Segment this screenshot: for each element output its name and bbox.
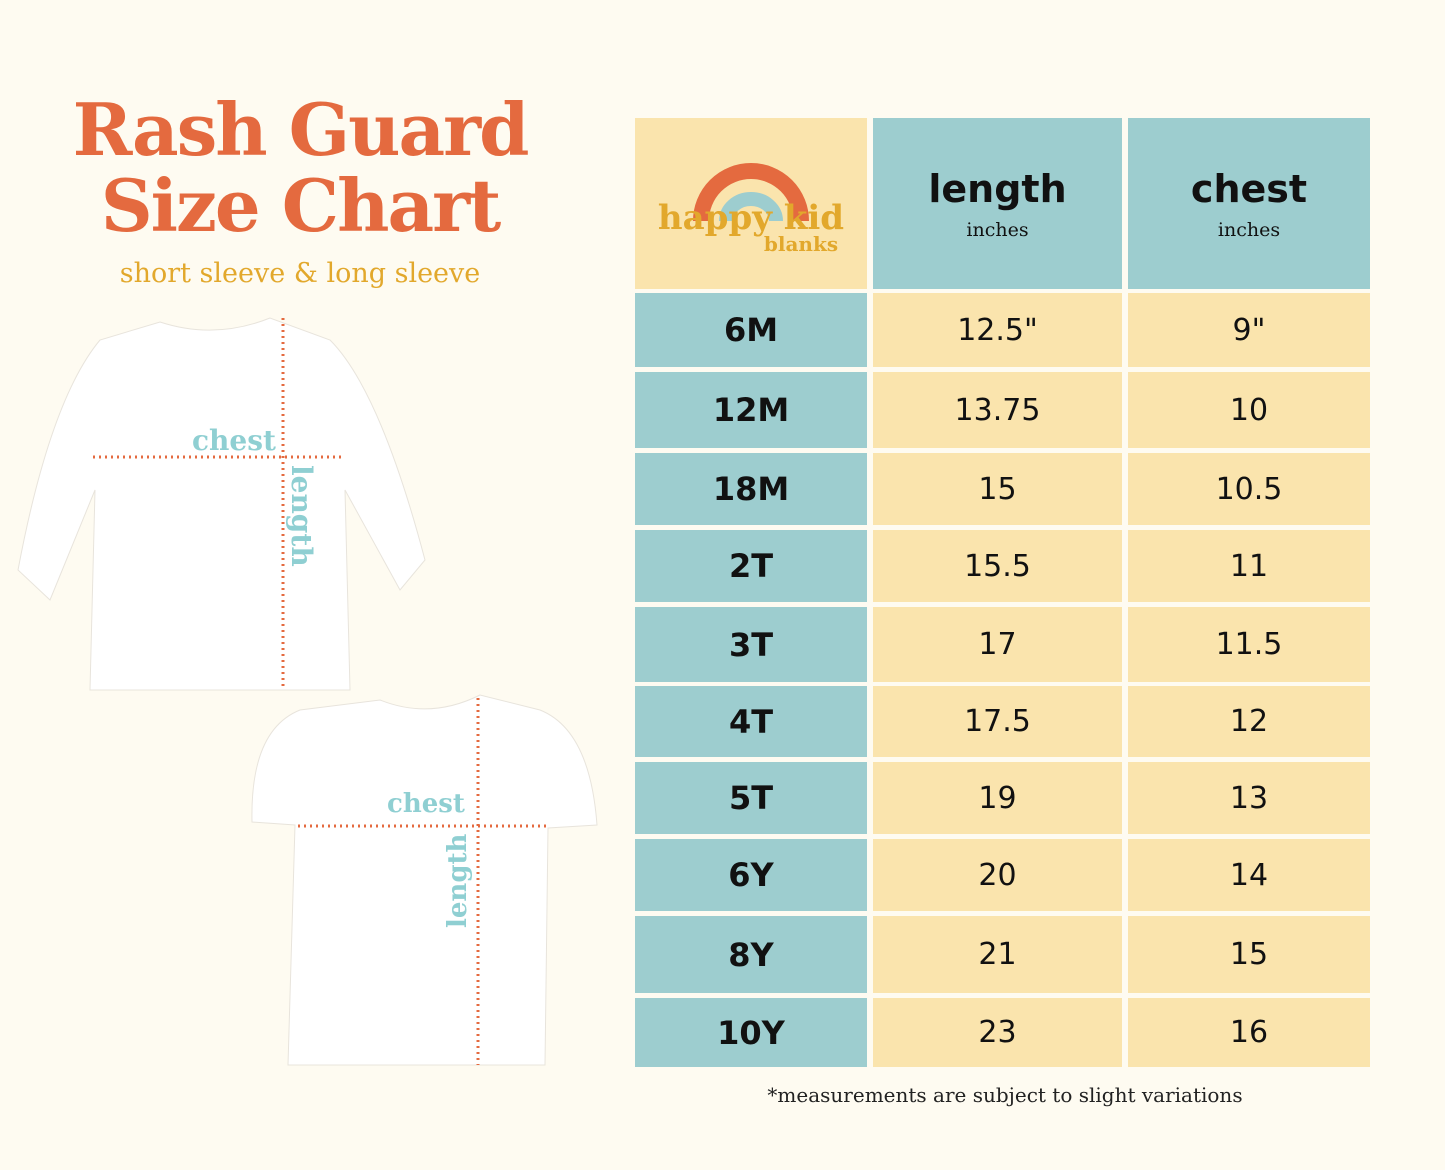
row-chest-cell: 12 (1128, 686, 1370, 757)
row-length-cell: 23 (873, 998, 1122, 1067)
row-size-cell: 2T (635, 530, 867, 602)
header-length: length inches (873, 118, 1122, 289)
header-length-label: length (928, 166, 1067, 211)
row-size-cell: 8Y (635, 916, 867, 993)
header-chest-label: chest (1190, 166, 1308, 211)
chest-label: chest (192, 424, 276, 457)
header-length-unit: inches (966, 218, 1029, 241)
row-length-cell: 15 (873, 453, 1122, 525)
title-line-2: Size Chart (100, 163, 502, 248)
row-chest-cell: 13 (1128, 762, 1370, 834)
row-size-cell: 6M (635, 293, 867, 367)
header-chest-unit: inches (1217, 218, 1281, 241)
row-size-cell: 3T (635, 607, 867, 682)
row-chest-cell: 11 (1128, 530, 1370, 602)
happy-kid-blanks-logo: happy kid blanks (658, 162, 844, 256)
length-label: length (443, 833, 473, 928)
chest-label: chest (387, 789, 465, 819)
subtitle: short sleeve & long sleeve (119, 258, 481, 289)
footnote: *measurements are subject to slight vari… (767, 1083, 1243, 1107)
logo-subtext: blanks (764, 232, 838, 256)
row-length-cell: 13.75 (873, 372, 1122, 448)
row-chest-cell: 16 (1128, 998, 1370, 1067)
row-length-cell: 17.5 (873, 686, 1122, 757)
row-size-cell: 6Y (635, 839, 867, 911)
header-chest: chest inches (1128, 118, 1370, 289)
title-line-1: Rash Guard (72, 87, 530, 172)
row-length-cell: 17 (873, 607, 1122, 682)
row-chest-cell: 10 (1128, 372, 1370, 448)
row-size-cell: 10Y (635, 998, 867, 1067)
row-length-cell: 21 (873, 916, 1122, 993)
short-sleeve-shirt: chest length (251, 694, 598, 1066)
row-size-cell: 4T (635, 686, 867, 757)
row-chest-cell: 9" (1128, 293, 1370, 367)
row-chest-cell: 11.5 (1128, 607, 1370, 682)
length-label: length (285, 465, 318, 567)
logo-cell: happy kid blanks (635, 118, 867, 289)
row-size-cell: 5T (635, 762, 867, 834)
row-size-cell: 18M (635, 453, 867, 525)
row-length-cell: 12.5" (873, 293, 1122, 367)
shirt-diagrams: chest length chest length (17, 317, 598, 1066)
row-length-cell: 15.5 (873, 530, 1122, 602)
logo-text: happy kid (658, 198, 844, 238)
row-length-cell: 19 (873, 762, 1122, 834)
long-sleeve-shirt: chest length (17, 317, 426, 691)
row-chest-cell: 14 (1128, 839, 1370, 911)
row-length-cell: 20 (873, 839, 1122, 911)
row-chest-cell: 10.5 (1128, 453, 1370, 525)
row-chest-cell: 15 (1128, 916, 1370, 993)
row-size-cell: 12M (635, 372, 867, 448)
